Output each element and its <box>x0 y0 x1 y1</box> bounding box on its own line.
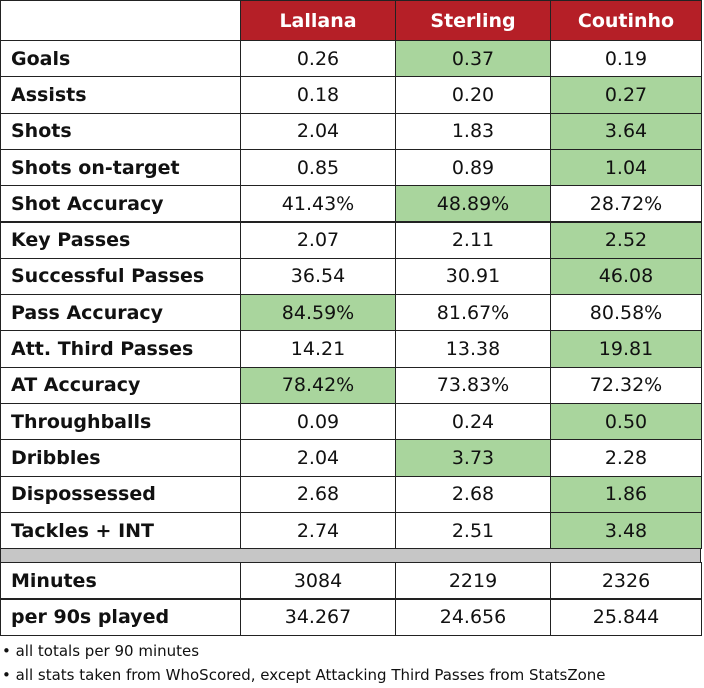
cell: 2.07 <box>240 221 396 259</box>
cell: 0.89 <box>395 148 551 187</box>
row-label: Assists <box>0 76 241 114</box>
cell: 2.11 <box>395 221 551 259</box>
cell: 3.64 <box>550 112 702 150</box>
cell: 0.37 <box>395 40 551 78</box>
cell: 0.26 <box>240 40 396 78</box>
cell: 2.52 <box>550 221 702 259</box>
cell: 1.83 <box>395 112 551 150</box>
row-label: Shots <box>0 112 241 150</box>
row-label: Dispossessed <box>0 475 241 513</box>
cell: 2326 <box>550 562 702 600</box>
cell: 1.86 <box>550 475 702 513</box>
cell: 2.28 <box>550 439 702 477</box>
cell: 28.72% <box>550 185 702 223</box>
row-label: Shot Accuracy <box>0 185 241 223</box>
row-label: Successful Passes <box>0 257 241 296</box>
cell: 0.85 <box>240 148 396 187</box>
cell: 78.42% <box>240 366 396 404</box>
row-label: Pass Accuracy <box>0 294 241 332</box>
row-label: Tackles + INT <box>0 511 241 550</box>
column-header: Sterling <box>395 0 551 41</box>
row-label: AT Accuracy <box>0 366 241 404</box>
row-label: Key Passes <box>0 221 241 259</box>
cell: 0.09 <box>240 403 396 441</box>
cell: 46.08 <box>550 257 702 296</box>
cell: 19.81 <box>550 330 702 368</box>
cell: 84.59% <box>240 294 396 332</box>
cell: 1.04 <box>550 148 702 187</box>
cell: 2.68 <box>240 475 396 513</box>
header-blank <box>0 0 241 41</box>
cell: 34.267 <box>240 598 396 636</box>
cell: 24.656 <box>395 598 551 636</box>
cell: 0.24 <box>395 403 551 441</box>
separator <box>0 548 701 564</box>
cell: 2.04 <box>240 112 396 150</box>
cell: 2219 <box>395 562 551 600</box>
cell: 80.58% <box>550 294 702 332</box>
cell: 30.91 <box>395 257 551 296</box>
cell: 2.74 <box>240 511 396 550</box>
row-label: Shots on-target <box>0 148 241 187</box>
column-header: Lallana <box>240 0 396 41</box>
row-label: per 90s played <box>0 598 241 636</box>
cell: 0.50 <box>550 403 702 441</box>
cell: 81.67% <box>395 294 551 332</box>
cell: 41.43% <box>240 185 396 223</box>
column-header: Coutinho <box>550 0 702 41</box>
row-label: Dribbles <box>0 439 241 477</box>
row-label: Minutes <box>0 562 241 600</box>
cell: 3.48 <box>550 511 702 550</box>
row-label: Att. Third Passes <box>0 330 241 368</box>
cell: 73.83% <box>395 366 551 404</box>
cell: 0.19 <box>550 40 702 78</box>
cell: 14.21 <box>240 330 396 368</box>
cell: 3084 <box>240 562 396 600</box>
cell: 0.20 <box>395 76 551 114</box>
cell: 0.18 <box>240 76 396 114</box>
cell: 2.04 <box>240 439 396 477</box>
cell: 13.38 <box>395 330 551 368</box>
cell: 48.89% <box>395 185 551 223</box>
cell: 25.844 <box>550 598 702 636</box>
row-label: Goals <box>0 40 241 78</box>
cell: 3.73 <box>395 439 551 477</box>
cell: 0.27 <box>550 76 702 114</box>
footnote: • all totals per 90 minutes <box>2 642 200 660</box>
cell: 2.68 <box>395 475 551 513</box>
row-label: Throughballs <box>0 403 241 441</box>
cell: 2.51 <box>395 511 551 550</box>
cell: 72.32% <box>550 366 702 404</box>
footnote: • all stats taken from WhoScored, except… <box>2 666 606 684</box>
cell: 36.54 <box>240 257 396 296</box>
